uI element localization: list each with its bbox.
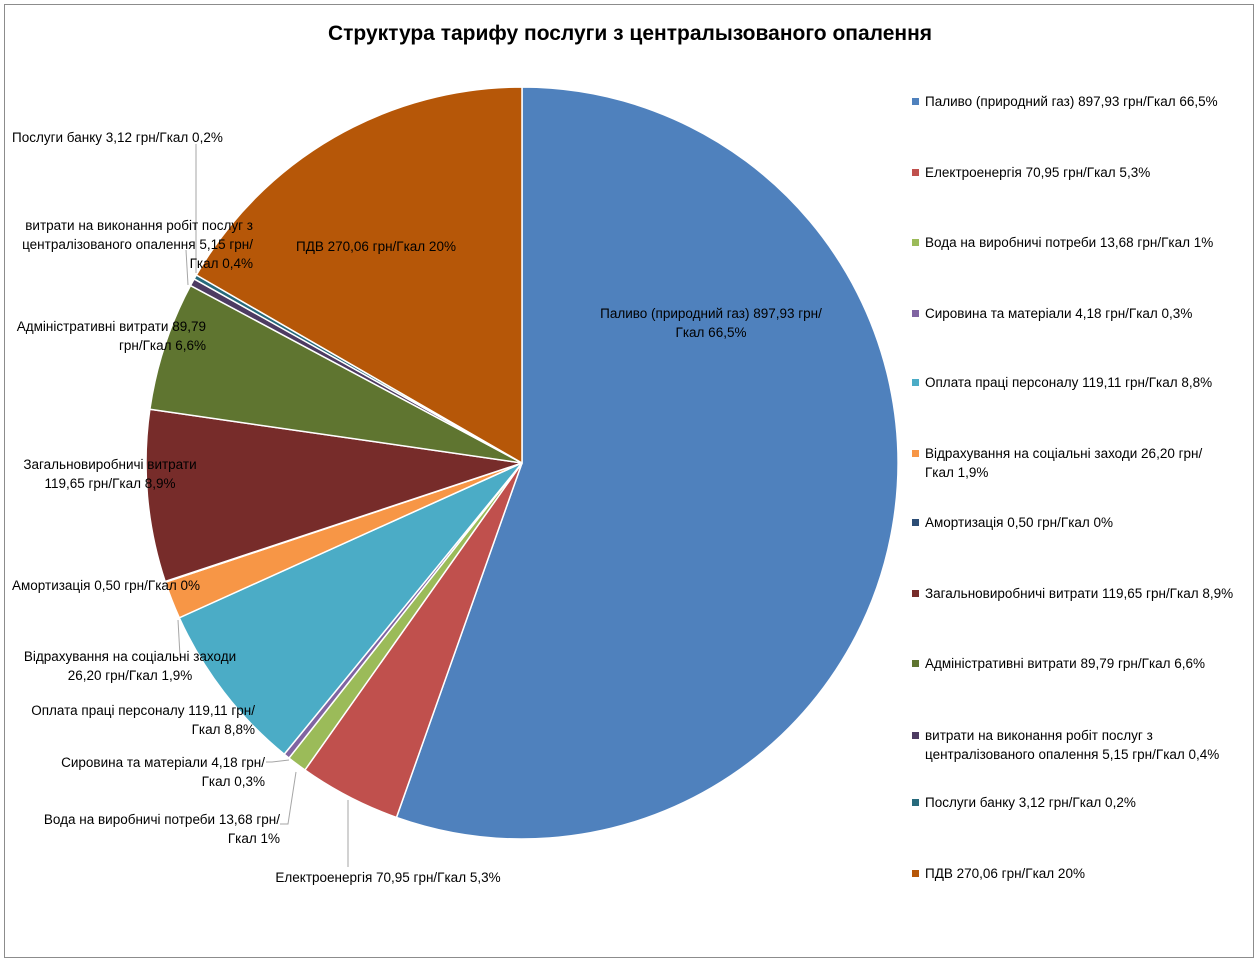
legend-swatch bbox=[912, 732, 919, 739]
legend-item-vat: ПДВ 270,06 грн/Гкал 20% bbox=[912, 864, 1242, 883]
leader-line-raw-materials bbox=[266, 759, 290, 763]
chart-title: Структура тарифу послуги з централызован… bbox=[327, 22, 933, 45]
legend-item-social: Відрахування на соціальні заходи 26,20 г… bbox=[912, 444, 1212, 482]
data-label-fuel: Паливо (природний газ) 897,93 грн/Гкал 6… bbox=[600, 306, 822, 340]
data-label-social: Відрахування на соціальні заходи 26,20 г… bbox=[23, 649, 237, 683]
legend-item-amortization: Амортизація 0,50 грн/Гкал 0% bbox=[912, 513, 1242, 532]
legend-swatch bbox=[912, 799, 919, 806]
legend-swatch bbox=[912, 379, 919, 386]
legend-swatch bbox=[912, 590, 919, 597]
legend-item-water: Вода на виробничі потреби 13,68 грн/Гкал… bbox=[912, 233, 1242, 252]
legend-item-admin: Адміністративні витрати 89,79 грн/Гкал 6… bbox=[912, 654, 1242, 673]
leader-line-water bbox=[280, 771, 297, 825]
legend-swatch bbox=[912, 169, 919, 176]
data-label-electricity: Електроенергія 70,95 грн/Гкал 5,3% bbox=[275, 870, 501, 885]
legend-swatch bbox=[912, 450, 919, 457]
legend-swatch bbox=[912, 239, 919, 246]
data-label-bank: Послуги банку 3,12 грн/Гкал 0,2% bbox=[12, 130, 223, 145]
leader-line-social bbox=[177, 619, 181, 657]
legend-item-heating-works: витрати на виконання робіт послуг з цент… bbox=[912, 726, 1222, 764]
pie-slice-admin bbox=[149, 284, 523, 464]
legend-item-raw-materials: Сировина та матеріали 4,18 грн/Гкал 0,3% bbox=[912, 304, 1242, 323]
legend-swatch bbox=[912, 519, 919, 526]
leader-line-heating-works bbox=[185, 249, 189, 286]
data-label-vat: ПДВ 270,06 грн/Гкал 20% bbox=[296, 239, 456, 254]
pie-slice-overhead bbox=[145, 408, 523, 583]
legend-swatch bbox=[912, 870, 919, 877]
legend-swatch bbox=[912, 98, 919, 105]
data-label-salary: Оплата праці персоналу 119,11 грн/Гкал 8… bbox=[31, 703, 255, 737]
legend-item-fuel: Паливо (природний газ) 897,93 грн/Гкал 6… bbox=[912, 92, 1242, 111]
data-label-water: Вода на виробничі потреби 13,68 грн/Гкал… bbox=[43, 812, 280, 846]
legend-item-bank: Послуги банку 3,12 грн/Гкал 0,2% bbox=[912, 793, 1242, 812]
legend-item-salary: Оплата праці персоналу 119,11 грн/Гкал 8… bbox=[912, 373, 1242, 392]
pie-slice-vat bbox=[195, 86, 523, 465]
pie-slice-salary bbox=[178, 462, 523, 756]
legend-swatch bbox=[912, 310, 919, 317]
pie-slice-fuel bbox=[395, 86, 899, 840]
legend-item-electricity: Електроенергія 70,95 грн/Гкал 5,3% bbox=[912, 163, 1242, 182]
legend-item-overhead: Загальновиробничі витрати 119,65 грн/Гка… bbox=[912, 584, 1242, 603]
legend-swatch bbox=[912, 660, 919, 667]
data-label-amortization: Амортизація 0,50 грн/Гкал 0% bbox=[12, 578, 201, 593]
data-label-heating-works: витрати на виконання робіт послуг з цент… bbox=[22, 218, 253, 271]
data-label-overhead: Загальновиробничі витрати 119,65 грн/Гка… bbox=[23, 457, 197, 491]
data-label-raw-materials: Сировина та матеріали 4,18 грн/Гкал 0,3% bbox=[61, 755, 265, 789]
data-label-admin: Адміністративні витрати 89,79 грн/Гкал 6… bbox=[16, 319, 206, 353]
